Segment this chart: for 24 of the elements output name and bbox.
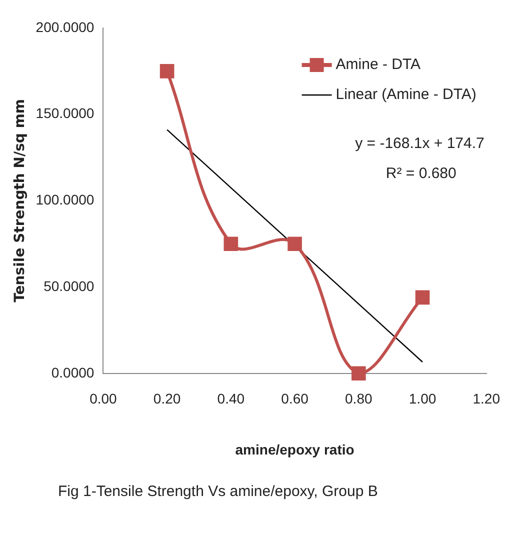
y-tick-label: 100.0000 — [36, 192, 94, 208]
point — [351, 366, 366, 381]
y-axis-title: Tensile Strength N/sq mm — [12, 99, 28, 302]
x-tick-label: 1.20 — [472, 390, 500, 407]
annotation: R² = 0.680 — [386, 165, 456, 182]
annotation: y = -168.1x + 174.7 — [355, 135, 484, 152]
y-tick-label: 50.0000 — [44, 278, 94, 294]
y-tick-label: 150.0000 — [36, 105, 94, 122]
legend-label: Amine - DTA — [336, 56, 421, 74]
y-tick-label: 0.0000 — [51, 364, 94, 380]
y-tick-label: 200.0000 — [36, 18, 94, 35]
point — [160, 64, 174, 78]
caption: Fig 1-Tensile Strength Vs amine/epoxy, Group B — [58, 483, 379, 500]
x-tick-label: 0.00 — [90, 390, 118, 407]
legend-label: Linear (Amine - DTA) — [336, 86, 476, 104]
x-tick-label: 0.20 — [153, 390, 181, 407]
x-tick-label: 1.00 — [408, 390, 436, 407]
x-tick-label: 0.80 — [345, 390, 372, 407]
point — [288, 236, 302, 252]
x-tick-label: 0.40 — [217, 390, 245, 407]
point — [415, 290, 430, 305]
x-tick-label: 0.60 — [281, 390, 309, 407]
x-axis-title: amine/epoxy ratio — [235, 441, 354, 458]
point — [224, 236, 238, 252]
